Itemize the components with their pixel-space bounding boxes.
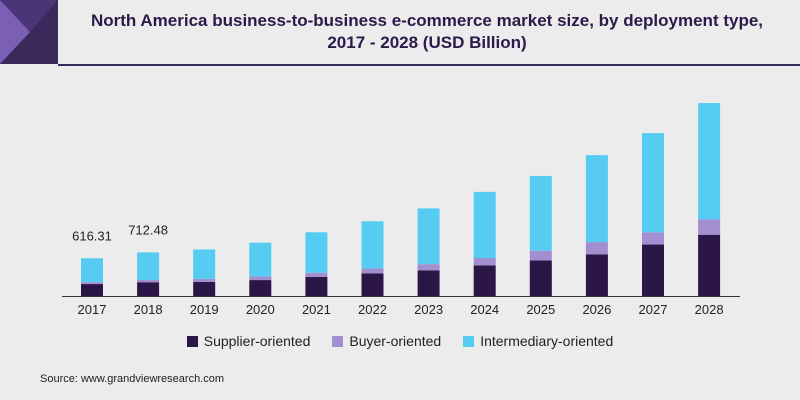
bar-supplier-2020 [249,280,272,296]
bar-buyer-2024 [473,258,496,266]
x-tick-label-2017: 2017 [78,302,107,317]
legend-item-buyer: Buyer-oriented [332,333,441,349]
legend-label-intermediary: Intermediary-oriented [480,333,614,349]
bar-intermediary-2023 [417,208,440,265]
bar-buyer-2022 [361,268,384,274]
x-tick-label-2025: 2025 [526,302,555,317]
bar-supplier-2021 [305,277,328,296]
bar-intermediary-2018 [137,252,160,280]
bar-intermediary-2017 [81,258,103,283]
legend-label-supplier: Supplier-oriented [203,333,311,349]
bar-intermediary-2022 [361,221,384,269]
data-label-2017: 616.31 [72,228,112,243]
data-label-2018: 712.48 [128,222,168,237]
bar-buyer-2028 [698,219,721,235]
brand-logo [0,0,58,64]
x-tick-label-2024: 2024 [470,302,499,317]
x-tick-label-2019: 2019 [190,302,219,317]
bar-supplier-2025 [529,260,552,296]
legend-swatch-buyer [332,335,344,347]
bar-intermediary-2026 [585,155,608,243]
bar-supplier-2019 [193,281,216,296]
bar-buyer-2025 [529,250,552,261]
bar-supplier-2028 [698,234,721,296]
stacked-bar-chart: 2017 2018 2019 2020 2021 2022 2023 2024 2025 2026… [62,103,740,317]
bar-intermediary-2025 [529,175,552,251]
bar-intermediary-2024 [473,191,496,259]
bar-supplier-2024 [473,265,496,296]
x-tick-label-2026: 2026 [582,302,611,317]
bar-intermediary-2019 [193,249,216,279]
bar-supplier-2018 [137,282,160,296]
bar-intermediary-2027 [642,133,664,233]
header: North America business-to-business e-com… [0,0,800,66]
x-tick-label-2028: 2028 [695,302,724,317]
x-tick-label-2027: 2027 [639,302,668,317]
bar-supplier-2023 [417,270,440,296]
bar-buyer-2018 [137,279,160,283]
x-tick-label-2023: 2023 [414,302,443,317]
bar-buyer-2021 [305,272,328,278]
bar-intermediary-2028 [698,103,721,220]
chart-title: North America business-to-business e-com… [66,10,788,54]
header-rule [58,64,800,66]
x-tick-label-2022: 2022 [358,302,387,317]
legend-item-supplier: Supplier-oriented [186,333,311,349]
bar-buyer-2019 [193,278,216,282]
bar-supplier-2026 [585,254,608,296]
bar-buyer-2023 [417,264,440,271]
bar-buyer-2020 [249,276,272,281]
bar-intermediary-2021 [305,232,328,273]
bar-supplier-2027 [642,244,664,296]
x-tick-label-2018: 2018 [134,302,163,317]
chart-title-line-2: 2017 - 2028 (USD Billion) [327,33,527,52]
bar-buyer-2026 [585,242,608,255]
bar-supplier-2022 [361,273,384,296]
bar-intermediary-2020 [249,242,272,277]
legend-item-intermediary: Intermediary-oriented [463,333,613,349]
legend-label-buyer: Buyer-oriented [349,333,442,349]
bar-supplier-2017 [81,284,103,296]
x-tick-label-2020: 2020 [246,302,275,317]
bar-buyer-2017 [81,282,103,285]
legend-swatch-intermediary [463,335,475,347]
source-note: Source: www.grandviewresearch.com [40,373,225,385]
legend-swatch-supplier [186,335,198,347]
chart-title-line-1: North America business-to-business e-com… [90,11,764,30]
x-tick-label-2021: 2021 [302,302,331,317]
legend: Supplier-oriented Buyer-oriented Interme… [0,333,800,349]
bar-buyer-2027 [642,232,664,245]
